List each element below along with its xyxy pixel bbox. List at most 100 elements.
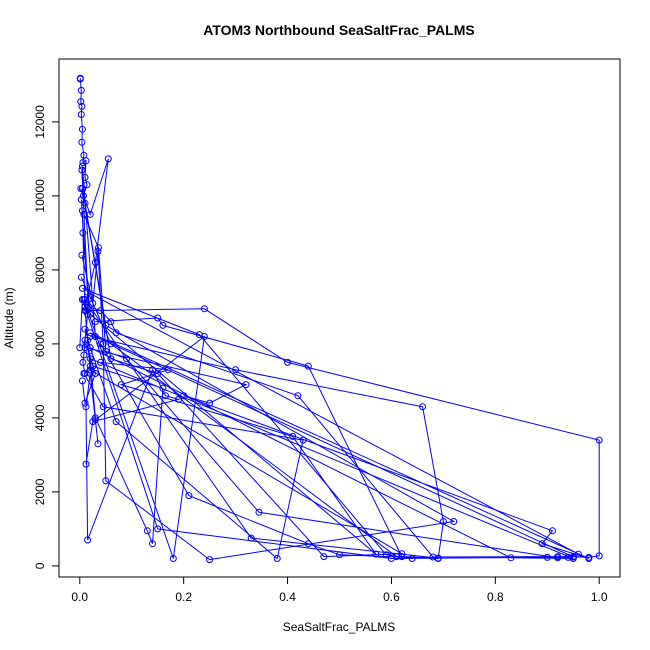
data-point [112, 418, 120, 426]
y-tick-label: 8000 [33, 256, 47, 283]
series [81, 296, 442, 562]
data-point [99, 403, 107, 411]
series-line [84, 306, 600, 560]
series-line [81, 169, 580, 559]
series [80, 296, 208, 562]
data-point [81, 370, 89, 377]
data-point [585, 555, 593, 562]
data-point [149, 366, 156, 374]
y-tick-label: 6000 [33, 330, 47, 357]
series-layer [76, 74, 603, 564]
data-point [164, 366, 172, 374]
series [76, 296, 99, 407]
data-point [97, 307, 105, 315]
x-tick-label: 0.8 [487, 590, 504, 604]
data-point [85, 303, 93, 311]
data-point [595, 436, 603, 444]
data-point [76, 344, 84, 352]
series [80, 336, 307, 562]
data-point [104, 155, 112, 163]
y-axis: 0 2000 4000 6000 8000 10000 12000 [33, 105, 60, 569]
y-tick-label: 0 [33, 562, 47, 569]
data-point [574, 550, 582, 558]
data-point [78, 162, 86, 170]
data-point [159, 321, 167, 329]
x-tick-label: 0.0 [71, 590, 88, 604]
data-point [200, 305, 208, 313]
data-point [255, 508, 263, 516]
data-point [77, 111, 85, 118]
x-tick-label: 0.2 [175, 590, 192, 604]
data-point [154, 314, 162, 322]
data-point [81, 325, 89, 333]
data-point [569, 553, 577, 561]
data-point [78, 125, 86, 133]
data-point [112, 329, 120, 337]
data-point [507, 554, 515, 562]
data-point [549, 527, 556, 535]
series [76, 74, 112, 311]
data-point [86, 370, 94, 377]
data-point [76, 75, 84, 83]
data-point [84, 310, 92, 318]
data-point [154, 525, 162, 533]
data-point [185, 492, 193, 500]
series-line [83, 299, 206, 559]
data-point [99, 340, 107, 348]
data-point [294, 392, 302, 400]
data-point [78, 166, 86, 174]
data-point [78, 377, 86, 385]
data-point [81, 303, 89, 311]
series-line [80, 166, 574, 558]
data-point [82, 460, 90, 468]
data-point [595, 552, 603, 560]
series-line [90, 336, 444, 560]
y-tick-label: 4000 [33, 404, 47, 431]
y-tick-label: 12000 [33, 105, 47, 139]
data-point [78, 284, 86, 292]
y-tick-label: 10000 [33, 179, 47, 213]
data-point [242, 381, 250, 389]
series [78, 185, 406, 561]
data-point [82, 403, 90, 411]
series [77, 162, 577, 561]
data-point [162, 392, 169, 400]
series-line [84, 328, 574, 559]
data-point [102, 477, 110, 485]
x-axis: 0.0 0.2 0.4 0.6 0.8 1.0 [71, 576, 608, 604]
series [78, 166, 582, 562]
data-point [398, 550, 406, 558]
series [77, 185, 458, 564]
series-line [79, 299, 96, 404]
data-point [78, 138, 86, 146]
data-point [429, 553, 437, 561]
data-point [91, 370, 99, 377]
series-line [84, 299, 439, 559]
data-point [200, 333, 208, 340]
series-line [81, 188, 404, 558]
data-point [408, 555, 416, 562]
data-point [78, 102, 86, 110]
data-point [85, 347, 93, 355]
data-point [82, 157, 90, 165]
data-point [94, 247, 102, 255]
data-point [102, 347, 110, 355]
data-point [81, 399, 89, 407]
data-point [84, 536, 92, 544]
series [81, 329, 593, 562]
data-point [336, 551, 343, 559]
data-point [91, 333, 99, 340]
chart-title: ATOM3 Northbound SeaSaltFrac_PALMS [203, 22, 474, 38]
data-point [107, 318, 115, 326]
data-point [86, 362, 94, 370]
y-tick-label: 2000 [33, 478, 47, 505]
data-point [154, 370, 162, 377]
x-tick-label: 1.0 [591, 590, 608, 604]
data-point [434, 554, 442, 562]
data-point [289, 432, 297, 440]
data-point [77, 86, 85, 94]
x-axis-label: SeaSaltFrac_PALMS [283, 620, 396, 634]
data-point [247, 534, 255, 542]
data-point [554, 554, 562, 562]
series [81, 303, 603, 562]
